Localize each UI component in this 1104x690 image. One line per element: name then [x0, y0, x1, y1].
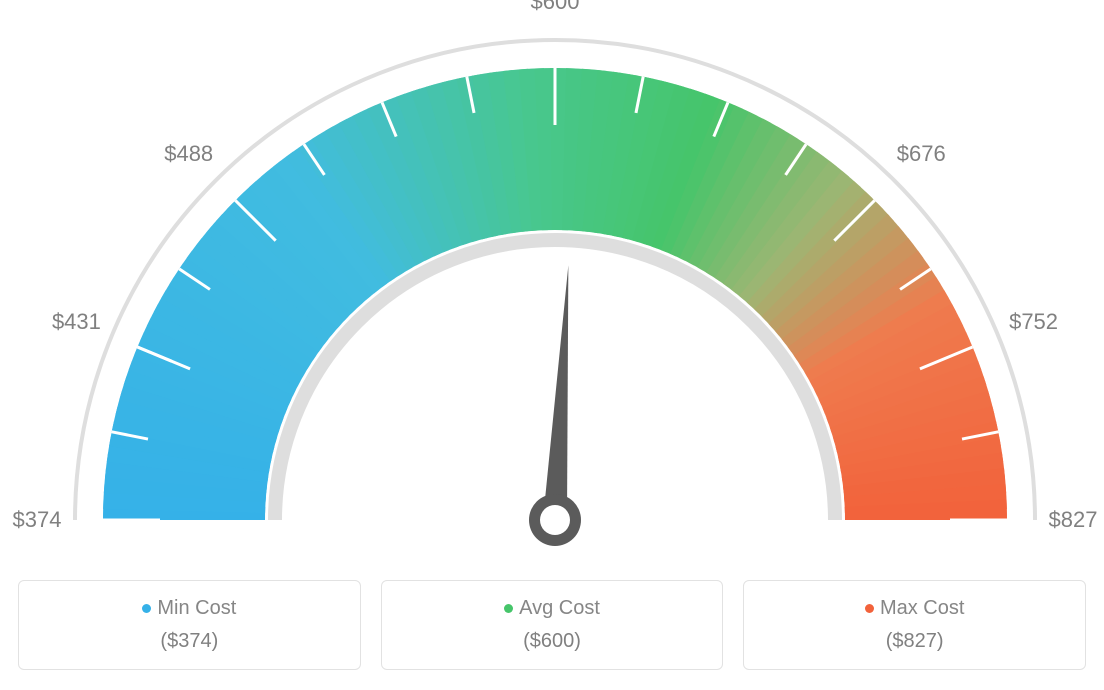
legend-min-box: Min Cost ($374) [18, 580, 361, 670]
gauge-chart: $374$431$488$600$676$752$827 [10, 10, 1094, 570]
legend-min-label: Min Cost [157, 597, 236, 619]
legend-max-title: Max Cost [754, 597, 1075, 620]
legend-min-dot [142, 604, 151, 613]
gauge-tick-label: $676 [897, 141, 946, 167]
gauge-tick-label: $752 [1009, 309, 1058, 335]
gauge-tick-label: $600 [531, 0, 580, 15]
gauge-tick-label: $488 [164, 141, 213, 167]
legend-max-box: Max Cost ($827) [743, 580, 1086, 670]
legend-avg-value: ($600) [392, 630, 713, 653]
legend-row: Min Cost ($374) Avg Cost ($600) Max Cost… [10, 580, 1094, 670]
legend-max-label: Max Cost [880, 597, 964, 619]
legend-min-value: ($374) [29, 630, 350, 653]
gauge-tick-label: $431 [52, 309, 101, 335]
legend-max-dot [865, 604, 874, 613]
legend-min-title: Min Cost [29, 597, 350, 620]
gauge-tick-label: $374 [13, 507, 62, 533]
legend-avg-title: Avg Cost [392, 597, 713, 620]
legend-avg-dot [504, 604, 513, 613]
legend-max-value: ($827) [754, 630, 1075, 653]
legend-avg-label: Avg Cost [519, 597, 600, 619]
legend-avg-box: Avg Cost ($600) [381, 580, 724, 670]
gauge-tick-label: $827 [1049, 507, 1098, 533]
